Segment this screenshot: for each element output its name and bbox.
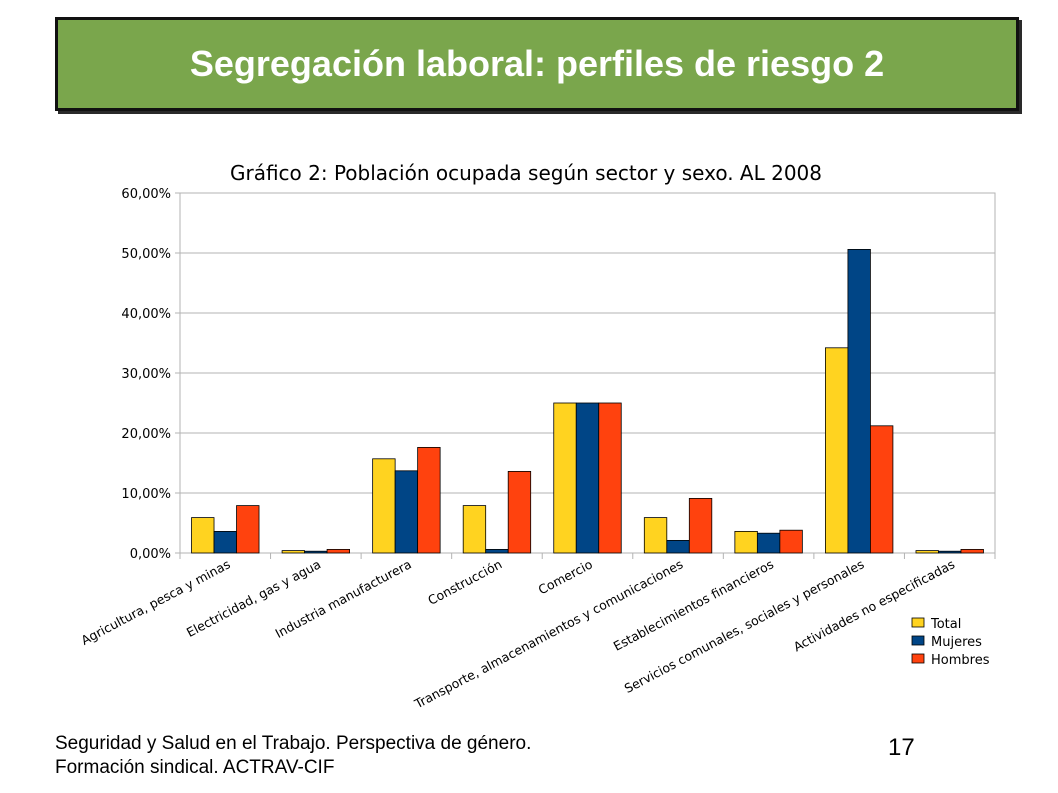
y-tick-label: 50,00% bbox=[121, 247, 171, 262]
y-tick-label: 10,00% bbox=[121, 487, 171, 502]
legend-label: Hombres bbox=[931, 653, 990, 668]
slide-header: Segregación laboral: perfiles de riesgo … bbox=[55, 17, 1019, 111]
bar-total bbox=[281, 550, 305, 554]
x-category-label: Agricultura, pesca y minas bbox=[78, 556, 232, 648]
legend: Total Mujeres Hombres bbox=[911, 617, 990, 668]
bar-mujeres bbox=[394, 470, 419, 554]
x-category-label: Construcción bbox=[425, 556, 504, 608]
chart-title: Gráfico 2: Población ocupada según secto… bbox=[230, 161, 822, 185]
x-category-label: Comercio bbox=[536, 556, 595, 597]
slide-title: Segregación laboral: perfiles de riesgo … bbox=[189, 43, 885, 84]
bar-hombres bbox=[417, 446, 441, 554]
footer-line-1: Seguridad y Salud en el Trabajo. Perspec… bbox=[55, 733, 532, 754]
bar-total bbox=[553, 402, 577, 554]
y-tick-label: 0,00% bbox=[130, 547, 171, 562]
category-labels: Agricultura, pesca y minasElectricidad, … bbox=[78, 556, 957, 711]
y-tick-label: 40,00% bbox=[121, 307, 171, 322]
bar-mujeres bbox=[666, 539, 690, 554]
legend-label: Mujeres bbox=[931, 635, 982, 650]
bar-mujeres bbox=[485, 548, 509, 554]
bar-total bbox=[734, 530, 758, 554]
bar-total bbox=[825, 347, 849, 554]
bar-hombres bbox=[779, 529, 803, 554]
bar-hombres bbox=[236, 505, 260, 554]
bars bbox=[191, 249, 984, 554]
bar-total bbox=[372, 458, 396, 554]
legend-swatch bbox=[911, 617, 925, 628]
legend-swatch bbox=[911, 635, 925, 646]
bar-chart: Gráfico 2: Población ocupada según secto… bbox=[78, 161, 996, 712]
y-tick-label: 20,00% bbox=[121, 427, 171, 442]
bar-hombres bbox=[688, 497, 713, 554]
bar-mujeres bbox=[213, 530, 237, 554]
bar-total bbox=[191, 517, 215, 554]
footer-line-2: Formación sindical. ACTRAV-CIF bbox=[55, 757, 335, 778]
page-number: 17 bbox=[888, 734, 915, 761]
bar-mujeres bbox=[847, 249, 871, 554]
bar-hombres bbox=[870, 425, 894, 554]
legend-label: Total bbox=[930, 617, 961, 632]
bar-mujeres bbox=[304, 550, 328, 554]
bar-hombres bbox=[507, 470, 532, 554]
bar-hombres bbox=[326, 548, 350, 554]
bar-mujeres bbox=[938, 550, 962, 554]
bar-total bbox=[915, 550, 939, 554]
footer: Seguridad y Salud en el Trabajo. Perspec… bbox=[55, 732, 531, 780]
bar-mujeres bbox=[756, 532, 781, 554]
x-category-label: Establecimientos financieros bbox=[611, 556, 776, 653]
bar-hombres bbox=[960, 548, 984, 554]
bar-total bbox=[643, 517, 668, 554]
bar-total bbox=[462, 505, 487, 554]
legend-swatch bbox=[911, 653, 925, 664]
bar-hombres bbox=[598, 402, 622, 554]
bar-mujeres bbox=[575, 402, 600, 554]
y-tick-label: 30,00% bbox=[121, 367, 171, 382]
y-tick-label: 60,00% bbox=[121, 187, 171, 202]
axes: 0,00% 10,00% 20,00% 30,00% 40,00% 50,00% 60,00… bbox=[121, 187, 996, 562]
